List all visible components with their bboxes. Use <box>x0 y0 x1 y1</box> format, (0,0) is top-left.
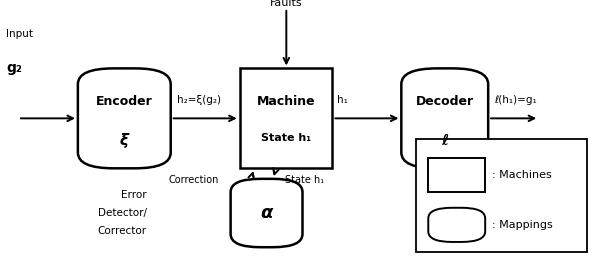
FancyBboxPatch shape <box>78 68 171 168</box>
Text: Faults: Faults <box>270 0 302 8</box>
Text: Corrector: Corrector <box>98 226 147 236</box>
Text: Machine: Machine <box>257 95 315 108</box>
Text: g₂: g₂ <box>6 61 22 75</box>
Text: h₁: h₁ <box>337 95 347 105</box>
Text: State h₁: State h₁ <box>285 175 323 185</box>
FancyBboxPatch shape <box>240 68 332 168</box>
FancyBboxPatch shape <box>428 158 485 192</box>
FancyBboxPatch shape <box>401 68 488 168</box>
Text: : Machines: : Machines <box>492 170 552 180</box>
Text: State h₁: State h₁ <box>261 133 311 143</box>
Text: h₂=ξ(g₂): h₂=ξ(g₂) <box>177 95 220 105</box>
Text: ℓ: ℓ <box>441 133 449 148</box>
Text: Decoder: Decoder <box>416 95 474 108</box>
Text: ℓ(h₁)=g₁: ℓ(h₁)=g₁ <box>494 95 537 105</box>
FancyBboxPatch shape <box>428 208 485 242</box>
Text: ξ: ξ <box>120 133 129 148</box>
Text: Detector/: Detector/ <box>98 208 147 218</box>
Text: : Mappings: : Mappings <box>492 220 553 230</box>
FancyBboxPatch shape <box>231 179 302 247</box>
Text: Error: Error <box>121 190 147 200</box>
Text: Correction: Correction <box>168 175 219 185</box>
Text: Encoder: Encoder <box>96 95 153 108</box>
Text: α: α <box>261 204 273 222</box>
FancyBboxPatch shape <box>416 139 587 252</box>
Text: Input: Input <box>6 29 33 39</box>
